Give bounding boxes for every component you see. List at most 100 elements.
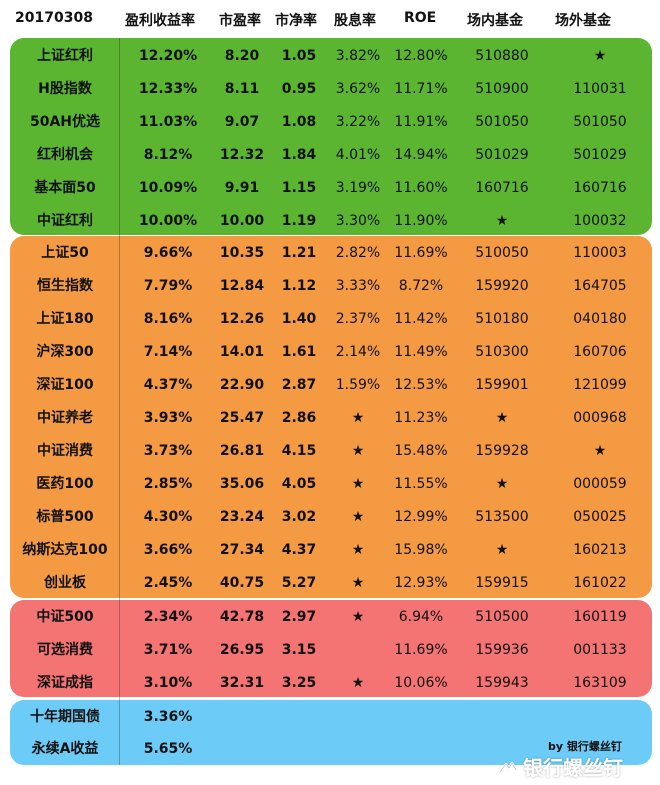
column-header-offexchange-fund[interactable]: 场外基金 (555, 13, 611, 29)
offexchange-fund-cell: 164705 (573, 278, 627, 294)
pb-cell: 3.15 (281, 642, 317, 658)
offexchange-fund-cell: 160716 (573, 180, 627, 196)
onexchange-fund-cell: 159928 (475, 443, 529, 459)
onexchange-fund-cell: 510900 (475, 81, 529, 97)
earnings-yield-cell: 7.79% (143, 278, 193, 294)
valuation-group-green (10, 38, 652, 235)
earnings-yield-cell: 2.45% (143, 575, 193, 591)
table-row[interactable]: 永续A收益 5.65% (0, 733, 660, 765)
table-row[interactable]: 创业板 2.45% 40.75 5.27 ★ 12.93% 159915 161022 (0, 567, 660, 599)
pe-cell: 9.91 (224, 180, 260, 196)
dividend-yield-cell: 1.59% (335, 377, 381, 393)
pb-cell: 1.15 (281, 180, 317, 196)
earnings-yield-cell: 7.14% (143, 344, 193, 360)
table-row[interactable]: 50AH优选 11.03% 9.07 1.08 3.22% 11.91% 501050 501… (0, 106, 660, 138)
table-row[interactable]: 十年期国债 3.36% (0, 701, 660, 733)
onexchange-fund-cell: 510300 (475, 344, 529, 360)
pe-cell: 22.90 (219, 377, 265, 393)
dividend-yield-cell: 4.01% (335, 147, 381, 163)
pb-cell: 4.37 (281, 542, 317, 558)
pe-cell: 9.07 (224, 114, 260, 130)
table-row[interactable]: 沪深300 7.14% 14.01 1.61 2.14% 11.49% 510300 1607… (0, 336, 660, 368)
earnings-yield-cell: 3.36% (143, 709, 193, 725)
roe-cell: 11.23% (394, 410, 448, 426)
offexchange-fund-cell: 040180 (573, 311, 627, 327)
index-name: 中证养老 (37, 410, 93, 426)
earnings-yield-cell: 12.33% (138, 81, 198, 97)
table-row[interactable]: 恒生指数 7.79% 12.84 1.12 3.33% 8.72% 159920 164705 (0, 270, 660, 302)
column-header-onexchange-fund[interactable]: 场内基金 (467, 13, 523, 29)
pb-cell: 3.02 (281, 509, 317, 525)
onexchange-fund-cell: 510880 (475, 48, 529, 64)
roe-cell: 11.90% (394, 213, 448, 229)
offexchange-fund-cell: 110031 (573, 81, 627, 97)
pb-cell: 2.87 (281, 377, 317, 393)
roe-cell: 11.42% (394, 311, 448, 327)
pb-cell: 2.86 (281, 410, 317, 426)
table-row[interactable]: 医药100 2.85% 35.06 4.05 ★ 11.55% ★ 000059 (0, 468, 660, 500)
column-header-roe[interactable]: ROE (404, 10, 437, 26)
roe-cell: 11.71% (394, 81, 448, 97)
onexchange-fund-cell: 510180 (475, 311, 529, 327)
pb-cell: 1.08 (281, 114, 317, 130)
table-row[interactable]: 深证成指 3.10% 32.31 3.25 ★ 10.06% 159943 163109 (0, 667, 660, 699)
pe-cell: 40.75 (219, 575, 265, 591)
index-name: H股指数 (38, 81, 92, 97)
index-name: 基本面50 (34, 180, 96, 196)
table-row[interactable]: 中证500 2.34% 42.78 2.97 ★ 6.94% 510500 160119 (0, 601, 660, 633)
earnings-yield-cell: 9.66% (143, 245, 193, 261)
column-header-pe[interactable]: 市盈率 (219, 13, 261, 29)
column-header-earnings-yield[interactable]: 盈利收益率 (125, 13, 195, 29)
index-name: 中证红利 (37, 213, 93, 229)
onexchange-fund-cell (456, 701, 548, 733)
dividend-yield-cell: ★ (351, 509, 365, 525)
offexchange-fund-cell (548, 701, 652, 733)
index-name: 可选消费 (37, 642, 93, 658)
offexchange-fund-cell: 110003 (573, 245, 627, 261)
table-row[interactable]: 上证红利 12.20% 8.20 1.05 3.82% 12.80% 510880 ★ (0, 40, 660, 72)
index-name: 上证180 (36, 311, 94, 327)
roe-cell (386, 733, 456, 765)
earnings-yield-cell: 5.65% (143, 741, 193, 757)
onexchange-fund-cell: 510050 (475, 245, 529, 261)
onexchange-fund-cell: ★ (495, 410, 509, 426)
offexchange-fund-cell: 501029 (573, 147, 627, 163)
index-name: 深证100 (36, 377, 94, 393)
index-name: 上证红利 (37, 48, 93, 64)
dividend-yield-cell: 2.14% (335, 344, 381, 360)
table-row[interactable]: 红利机会 8.12% 12.32 1.84 4.01% 14.94% 501029 50102… (0, 139, 660, 171)
table-row[interactable]: 中证红利 10.00% 10.00 1.19 3.30% 11.90% ★ 100032 (0, 205, 660, 237)
table-row[interactable]: 上证50 9.66% 10.35 1.21 2.82% 11.69% 510050 11000… (0, 237, 660, 269)
column-header-pb[interactable]: 市净率 (275, 13, 317, 29)
onexchange-fund-cell: 501029 (475, 147, 529, 163)
earnings-yield-cell: 3.73% (143, 443, 193, 459)
pb-cell: 4.15 (281, 443, 317, 459)
table-row[interactable]: 基本面50 10.09% 9.91 1.15 3.19% 11.60% 160716 1607… (0, 172, 660, 204)
valuation-group-blue (10, 700, 652, 765)
pe-cell: 27.34 (219, 542, 265, 558)
table-row[interactable]: 中证养老 3.93% 25.47 2.86 ★ 11.23% ★ 000968 (0, 402, 660, 434)
offexchange-fund-cell: 160213 (573, 542, 627, 558)
index-name: 标普500 (36, 509, 94, 525)
table-row[interactable]: 深证100 4.37% 22.90 2.87 1.59% 12.53% 159901 1210… (0, 369, 660, 401)
pb-cell: 5.27 (281, 575, 317, 591)
table-row[interactable]: 中证消费 3.73% 26.81 4.15 ★ 15.48% 159928 ★ (0, 435, 660, 467)
onexchange-fund-cell: ★ (495, 476, 509, 492)
earnings-yield-cell: 10.09% (138, 180, 198, 196)
index-name: 50AH优选 (29, 114, 101, 130)
table-row[interactable]: 上证180 8.16% 12.26 1.40 2.37% 11.42% 510180 0401… (0, 303, 660, 335)
table-row[interactable]: 标普500 4.30% 23.24 3.02 ★ 12.99% 513500 050025 (0, 501, 660, 533)
table-row[interactable]: 纳斯达克100 3.66% 27.34 4.37 ★ 15.98% ★ 160213 (0, 534, 660, 566)
dividend-yield-cell (330, 634, 386, 666)
table-row[interactable]: H股指数 12.33% 8.11 0.95 3.62% 11.71% 510900 11003… (0, 73, 660, 105)
earnings-yield-cell: 3.93% (143, 410, 193, 426)
index-name: 红利机会 (37, 147, 93, 163)
roe-cell: 6.94% (398, 609, 444, 625)
onexchange-fund-cell: 159943 (475, 675, 529, 691)
offexchange-fund-cell: 163109 (573, 675, 627, 691)
dividend-yield-cell: ★ (351, 476, 365, 492)
table-row[interactable]: 可选消费 3.71% 26.95 3.15 11.69% 159936 001133 (0, 634, 660, 666)
pb-cell: 4.05 (281, 476, 317, 492)
column-header-dividend-yield[interactable]: 股息率 (334, 13, 376, 29)
dividend-yield-cell: ★ (351, 575, 365, 591)
